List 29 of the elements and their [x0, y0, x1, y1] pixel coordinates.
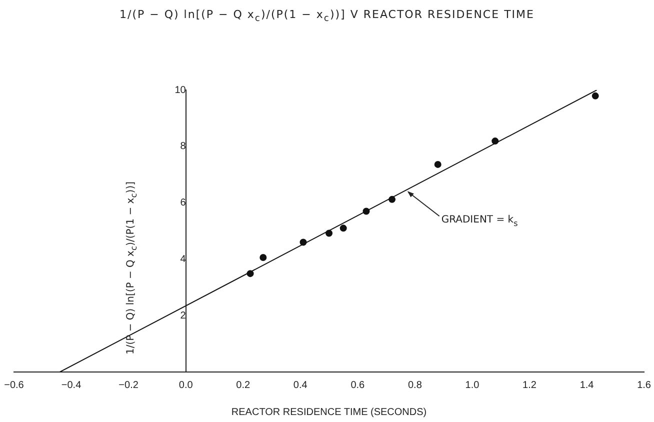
point	[362, 208, 370, 215]
x-tick-label: −0.2	[118, 380, 139, 391]
x-tick-label: 0.8	[408, 380, 422, 391]
x-tick-label: 1.6	[637, 380, 652, 391]
point	[492, 138, 499, 145]
point	[260, 254, 267, 262]
point	[340, 224, 347, 232]
x-tick-label: −0.6	[4, 380, 24, 391]
x-tick-label: 0.2	[236, 380, 250, 391]
point	[388, 196, 396, 203]
y-tick-label: 6	[180, 198, 186, 209]
x-tick-label: 1.0	[465, 380, 480, 391]
point	[300, 238, 307, 246]
y-tick-label: 4	[180, 254, 186, 265]
x-axis-title: REACTOR RESIDENCE TIME (SECONDS)	[231, 406, 427, 418]
x-tick-label: 1.2	[522, 380, 537, 391]
point	[592, 92, 599, 100]
y-tick-label: 10	[174, 84, 186, 96]
y-tick-label: 8	[180, 141, 186, 152]
chart-title: 1/(P − Q) ln[(P − Q x$_{c}$)/(P(1 − x$_{c}$))] V REACTOR RESIDENCE TIME	[118, 8, 536, 24]
x-tick-label: 0.6	[350, 380, 366, 391]
y-tick-label: 2	[180, 310, 186, 322]
x-tick-label: 1.4	[580, 380, 594, 391]
x-tick-label: 0.0	[178, 380, 194, 391]
point	[246, 270, 254, 278]
x-tick-label: 0.4	[293, 380, 308, 391]
x-tick-label: −0.4	[61, 380, 82, 391]
point	[326, 230, 333, 237]
point	[434, 160, 442, 168]
